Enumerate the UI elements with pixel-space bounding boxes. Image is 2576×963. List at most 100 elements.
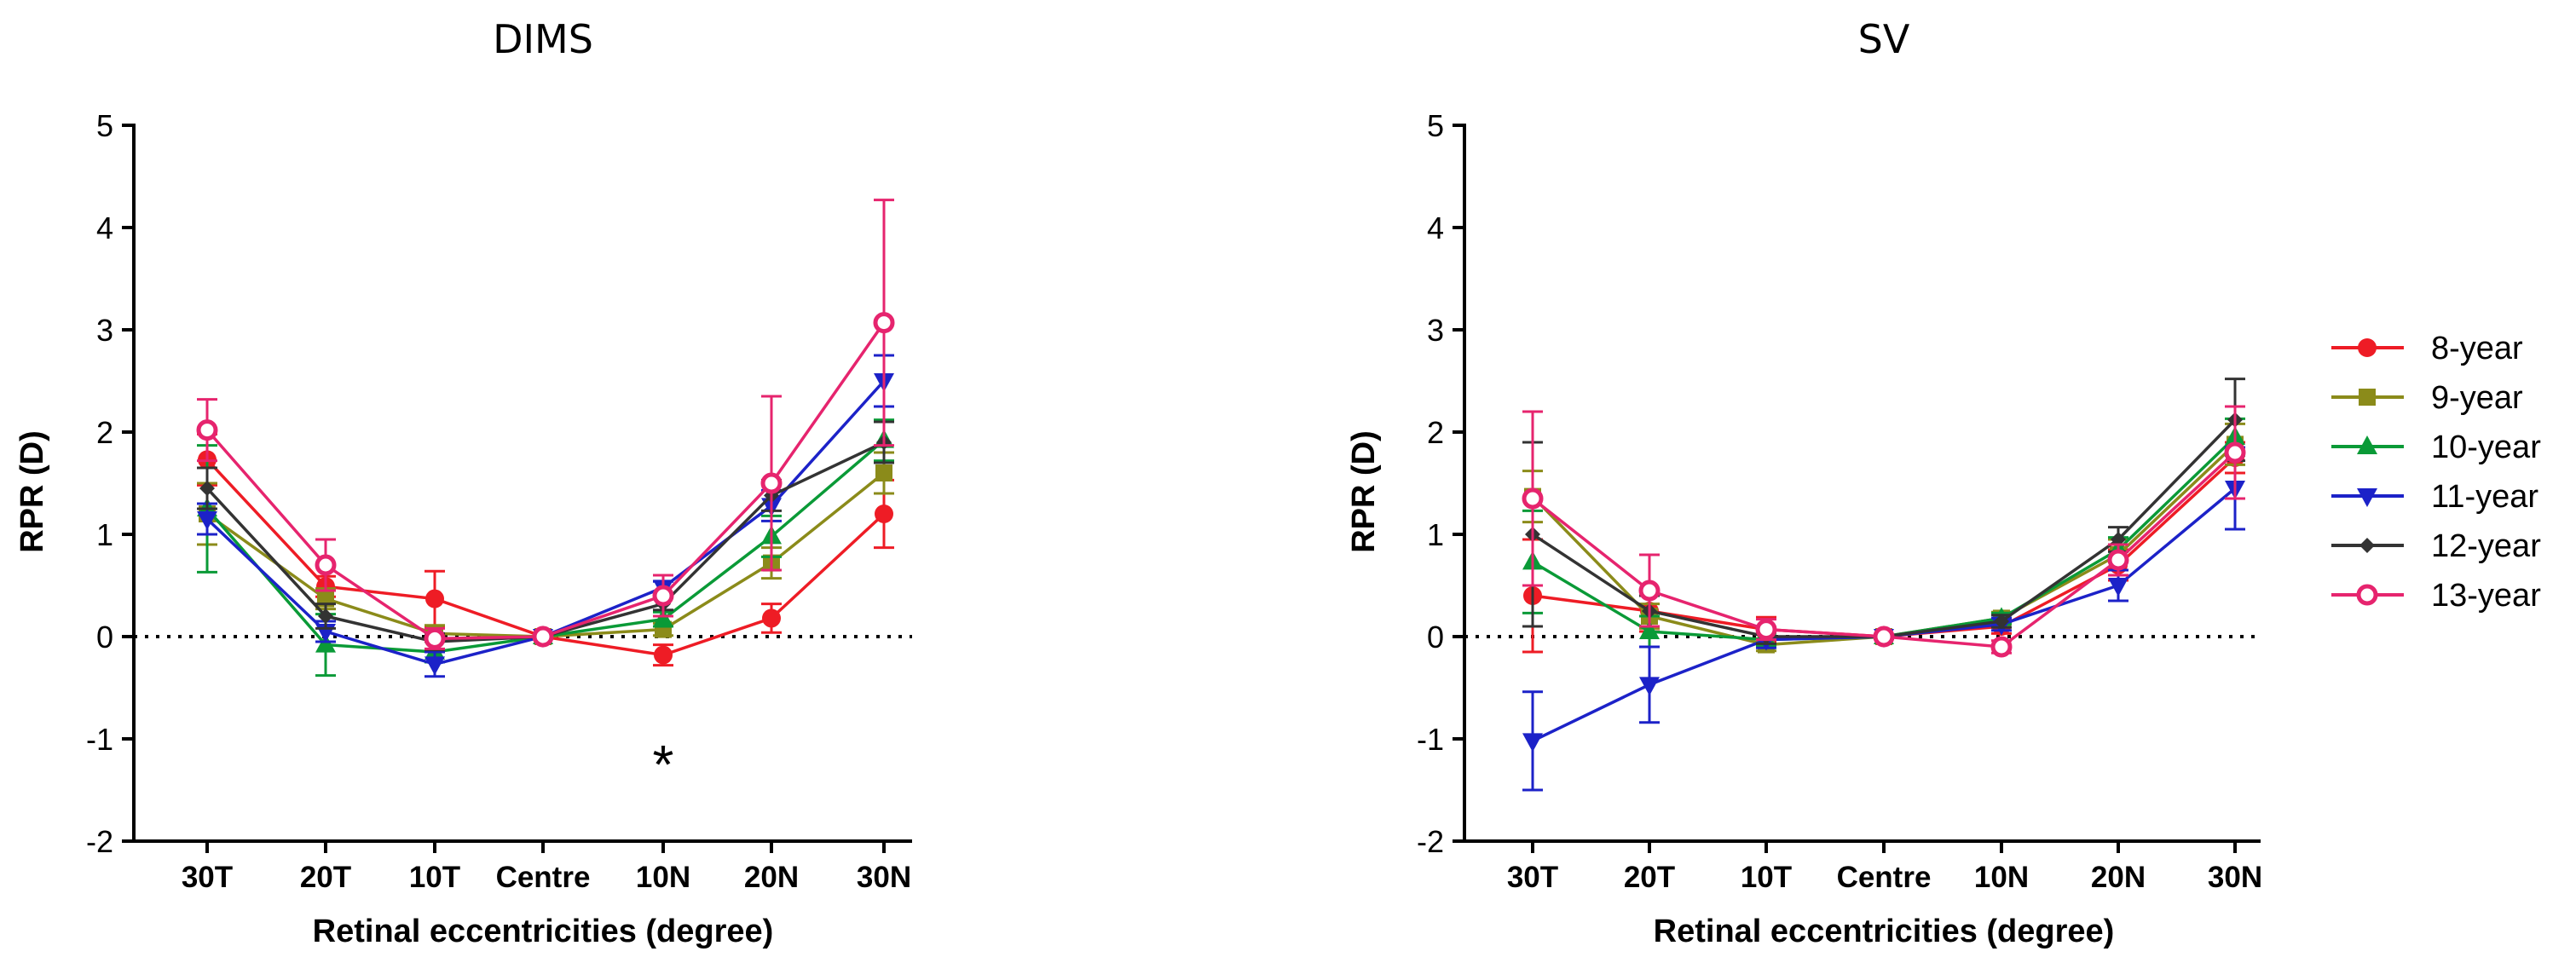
data-point — [1639, 620, 1660, 639]
y-tick-label: 4 — [1427, 210, 1444, 245]
data-point — [425, 656, 445, 676]
data-point — [1522, 487, 1544, 510]
chart-panel-dims: DIMS -2 -1 0 1 2 3 4 5 30T 20T 10T Centre 10N 20N 30N Re… — [14, 16, 912, 949]
y-tick-label: 5 — [1427, 108, 1444, 143]
data-point — [1638, 580, 1661, 602]
data-point — [1639, 677, 1660, 696]
legend: 8-year 9-year 10-year 11-year 12-year 13-year — [2331, 331, 2541, 614]
data-point — [2224, 441, 2246, 464]
legend-label: 8-year — [2431, 331, 2523, 366]
data-point — [532, 626, 554, 648]
y-tick-label: 0 — [1427, 620, 1444, 654]
data-point — [1755, 619, 1777, 641]
series-line — [205, 441, 885, 643]
legend-marker — [2358, 338, 2377, 357]
series-10-year — [1522, 417, 2245, 649]
x-tick-label: 10N — [636, 861, 690, 894]
x-tick-label: Centre — [1837, 861, 1932, 894]
legend-marker — [2359, 538, 2375, 553]
series-line — [1532, 418, 2237, 638]
y-tick-label: 3 — [96, 313, 113, 348]
y-tick-label: 2 — [96, 415, 113, 450]
x-tick-label: 30T — [182, 861, 233, 894]
data-point — [197, 511, 217, 530]
x-tick-label: 20T — [300, 861, 351, 894]
x-tick-label: 10N — [1974, 861, 2029, 894]
chart-panel-sv: SV -2 -1 0 1 2 3 4 5 30T 20T 10T Centre 10N 20N 30N Reti… — [1346, 16, 2262, 949]
x-tick-label: 30N — [2208, 861, 2262, 894]
data-point — [199, 481, 215, 496]
legend-item: 9-year — [2331, 380, 2523, 416]
x-tick-label: 20T — [1624, 861, 1675, 894]
y-axis-title: RPR (D) — [14, 430, 50, 553]
data-point — [875, 464, 892, 482]
legend-item: 10-year — [2331, 430, 2541, 465]
data-point — [315, 633, 336, 653]
y-tick-label: -1 — [1417, 722, 1444, 757]
data-point — [875, 505, 893, 523]
series-line — [205, 321, 886, 641]
series-line — [1531, 451, 2237, 649]
series-13-year — [196, 199, 895, 650]
data-point — [760, 472, 783, 494]
data-point — [1873, 626, 1895, 648]
series-line — [1532, 456, 2237, 638]
x-tick-label: 30N — [857, 861, 911, 894]
legend-label: 13-year — [2431, 578, 2541, 614]
x-tick-label: 20N — [744, 861, 799, 894]
data-point — [653, 608, 673, 627]
series-13-year — [1522, 405, 2246, 658]
legend-marker — [2357, 488, 2377, 507]
legend-item: 12-year — [2331, 528, 2541, 564]
x-axis-title: Retinal eccentricities (degree) — [1654, 914, 2115, 949]
y-tick-label: 2 — [1427, 415, 1444, 450]
legend-marker — [2356, 584, 2378, 606]
chart-title: SV — [1858, 16, 1910, 62]
y-tick-label: -2 — [86, 824, 113, 859]
legend-label: 9-year — [2431, 380, 2523, 416]
data-point — [425, 589, 444, 608]
legend-marker — [2359, 389, 2376, 406]
series-12-year — [1522, 378, 2245, 645]
y-tick-label: 3 — [1427, 313, 1444, 348]
series-line — [1531, 443, 2237, 647]
data-point — [196, 419, 218, 441]
y-tick-label: 1 — [96, 517, 113, 552]
data-point — [1990, 636, 2013, 658]
chart-title: DIMS — [493, 16, 593, 62]
legend-label: 10-year — [2431, 430, 2541, 465]
data-point — [654, 645, 673, 665]
x-tick-label: 10T — [1741, 861, 1792, 894]
significance-marker: * — [653, 734, 674, 795]
series-line — [205, 471, 886, 638]
y-tick-label: 0 — [96, 620, 113, 654]
y-tick-label: -2 — [1417, 824, 1444, 859]
data-point — [2108, 578, 2128, 597]
y-tick-label: 4 — [96, 210, 113, 245]
y-tick-label: 1 — [1427, 517, 1444, 552]
x-tick-label: 20N — [2091, 861, 2146, 894]
y-tick-label: -1 — [86, 722, 113, 757]
legend-item: 11-year — [2331, 479, 2538, 515]
legend-item: 8-year — [2331, 331, 2523, 366]
legend-label: 11-year — [2431, 479, 2538, 515]
data-point — [1994, 614, 2009, 629]
data-point — [424, 627, 446, 649]
legend-label: 12-year — [2431, 528, 2541, 564]
x-tick-label: 10T — [409, 861, 460, 894]
y-axis-title: RPR (D) — [1346, 430, 1382, 553]
series-line — [205, 379, 886, 666]
data-point — [652, 585, 674, 607]
x-tick-label: 30T — [1507, 861, 1558, 894]
x-tick-label: Centre — [496, 861, 591, 894]
data-point — [873, 312, 895, 334]
data-point — [1522, 733, 1543, 753]
legend-item: 13-year — [2331, 578, 2541, 614]
legend-marker — [2357, 435, 2377, 454]
data-point — [315, 554, 337, 576]
data-point — [318, 608, 333, 624]
x-axis-title: Retinal eccentricities (degree) — [313, 914, 774, 949]
y-tick-label: 5 — [96, 108, 113, 143]
data-point — [762, 608, 781, 628]
